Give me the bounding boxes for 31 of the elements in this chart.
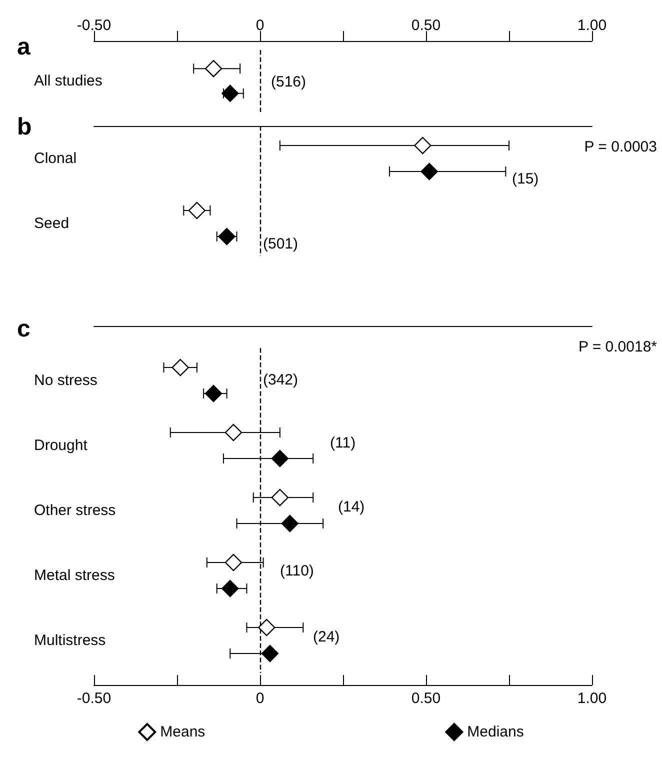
annotation: (342) bbox=[263, 372, 298, 388]
x-tick-label: 0 bbox=[256, 690, 264, 707]
annotation: (15) bbox=[512, 170, 539, 188]
y-tick-label: Drought bbox=[34, 437, 88, 454]
y-tick-label: Metal stress bbox=[34, 567, 115, 584]
x-tick-label: -0.50 bbox=[76, 690, 112, 707]
x-tick-label: 0 bbox=[256, 17, 264, 34]
annotation: (110) bbox=[280, 562, 314, 580]
annotation: (24) bbox=[313, 628, 340, 646]
annotation: (11) bbox=[330, 434, 356, 452]
x-tick-label: -0.50 bbox=[76, 17, 112, 34]
annotation: (501) bbox=[263, 236, 298, 252]
y-tick-label: No stress bbox=[34, 372, 98, 389]
x-tick-label: 0.50 bbox=[411, 17, 441, 34]
legend-label: Means bbox=[160, 724, 206, 740]
annotation: P = 0.0003 bbox=[584, 138, 657, 156]
annotation: P = 0.0018* bbox=[578, 338, 658, 356]
y-tick-label: Seed bbox=[34, 215, 70, 232]
x-tick-label: 1.00 bbox=[577, 17, 607, 34]
x-tick-label: 1.00 bbox=[577, 690, 607, 707]
legend-label: Medians bbox=[467, 724, 524, 740]
y-tick-label: Multistress bbox=[34, 632, 106, 649]
x-tick-label: 0.50 bbox=[411, 690, 441, 707]
annotation: (516) bbox=[271, 74, 306, 90]
chart-title: b bbox=[17, 114, 32, 140]
y-tick-label: Clonal bbox=[34, 150, 77, 167]
y-tick-label: Other stress bbox=[34, 502, 116, 519]
y-tick-label: All studies bbox=[34, 72, 102, 90]
chart-title: a bbox=[17, 34, 31, 60]
chart-title: c bbox=[17, 316, 30, 342]
annotation: (14) bbox=[338, 498, 365, 516]
